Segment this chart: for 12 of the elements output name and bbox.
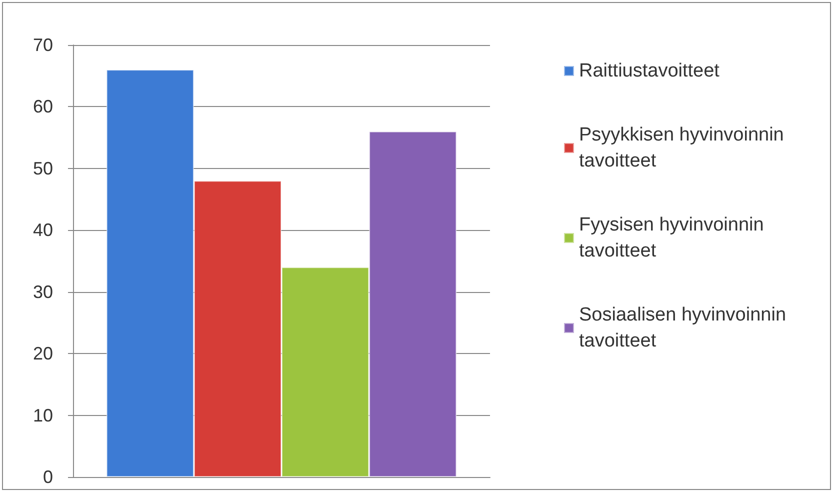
legend-label: Raittiustavoitteet <box>579 60 720 82</box>
legend-label: Sosiaalisen hyvinvoinnin tavoitteet <box>579 304 792 352</box>
y-tick-label: 60 <box>32 96 53 117</box>
legend-label: Psyykkisen hyvinvoinnin tavoitteet <box>579 124 790 172</box>
y-tick-label: 10 <box>32 405 53 426</box>
y-tick-label: 0 <box>42 467 53 487</box>
legend-label: Fyysisen hyvinvoinnin tavoitteet <box>579 214 770 262</box>
y-tick-label: 40 <box>32 220 53 240</box>
y-tick-label: 20 <box>32 344 53 364</box>
y-tick-label: 50 <box>32 158 53 178</box>
y-tick-label: 30 <box>32 282 53 302</box>
y-tick-label: 70 <box>32 35 53 55</box>
